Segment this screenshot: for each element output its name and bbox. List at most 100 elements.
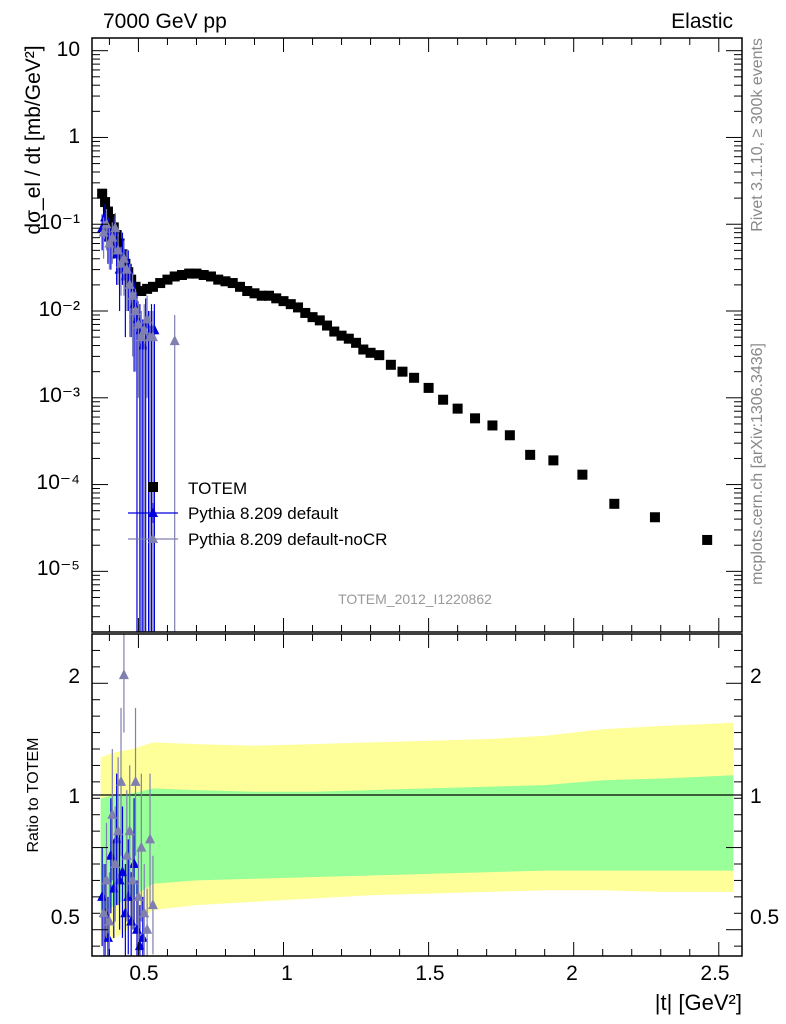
rivet-label: Rivet 3.1.10, ≥ 300k events: [749, 38, 766, 232]
ratio-band-inner: [100, 775, 734, 914]
y-tick-label: 10: [57, 38, 80, 61]
x-tick-label: 2: [566, 962, 578, 985]
data-point-pythia-8-209-default-nocr: [147, 331, 158, 342]
main-y-axis-label: dσ_el / dt [mb/GeV²]: [22, 45, 45, 234]
header-left-label: 7000 GeV pp: [103, 10, 227, 33]
data-point-totem: [220, 276, 231, 287]
data-point-totem: [577, 469, 588, 480]
data-point-totem: [102, 206, 113, 217]
data-point-totem: [409, 372, 420, 383]
data-point-totem: [242, 286, 253, 297]
data-point-totem: [385, 359, 396, 370]
data-point-totem: [365, 347, 376, 358]
data-point-totem: [176, 270, 187, 281]
ratio-y-tick-label-right: 0.5: [750, 906, 779, 929]
ratio-point-pythia-8-209-default-nocr: [104, 915, 115, 926]
main-y-tick-labels: 10 1 10⁻¹ 10⁻² 10⁻³ 10⁻⁴ 10⁻⁵: [37, 38, 80, 580]
ratio-y-tick-label: 1: [68, 785, 80, 808]
ratio-point-pythia-8-209-default-nocr: [118, 669, 129, 680]
data-point-totem: [329, 326, 340, 337]
data-point-totem: [487, 420, 498, 431]
ratio-y-tick-label: 0.5: [51, 906, 80, 929]
ratio-point-pythia-8-209-default: [102, 931, 113, 942]
data-point-totem: [351, 337, 362, 348]
data-point-pythia-8-209-default-nocr: [110, 222, 121, 233]
data-point-totem: [234, 281, 245, 292]
data-point-totem: [142, 283, 153, 294]
ratio-y-tick-label-right: 2: [750, 665, 762, 688]
data-point-totem: [147, 281, 158, 292]
ratio-point-pythia-8-209-default-nocr: [142, 923, 153, 934]
data-point-totem: [397, 366, 408, 377]
ratio-y-tick-labels: 2 1 0.5 2 1 0.5: [51, 665, 779, 929]
data-point-totem: [114, 238, 125, 249]
ratio-plot-data: [97, 634, 158, 956]
data-point-totem: [169, 271, 180, 282]
legend-label-totem: TOTEM: [188, 479, 247, 498]
x-tick-label: 1.5: [415, 962, 444, 985]
data-point-totem: [452, 403, 463, 414]
data-point-totem: [322, 320, 333, 331]
y-tick-label: 10⁻²: [39, 298, 80, 321]
data-point-totem: [155, 278, 166, 289]
x-tick-label: 2.5: [700, 962, 729, 985]
ratio-point-pythia-8-209-default-nocr: [130, 775, 141, 786]
legend-label-pythia-default: Pythia 8.209 default: [188, 504, 339, 523]
ratio-point-pythia-8-209-default-nocr: [127, 874, 138, 885]
ratio-y-axis-label: Ratio to TOTEM: [25, 738, 42, 853]
data-point-totem: [300, 307, 311, 318]
data-point-totem: [130, 281, 141, 292]
legend-marker-pythia-nocr: [148, 533, 158, 543]
data-point-totem: [374, 350, 385, 361]
y-tick-label: 10⁻¹: [39, 211, 80, 234]
mcplots-label: mcplots.cern.ch [arXiv:1306.3436]: [749, 343, 766, 585]
x-tick-label: 1: [281, 962, 293, 985]
x-axis-label: |t| [GeV²]: [655, 990, 742, 1015]
data-point-totem: [423, 382, 434, 393]
legend-marker-totem: [148, 482, 158, 492]
data-point-pythia-8-209-default: [100, 211, 111, 222]
data-point-totem: [184, 268, 195, 279]
data-point-totem: [213, 274, 224, 285]
data-point-pythia-8-209-default-nocr: [169, 335, 180, 346]
data-point-totem: [307, 312, 318, 323]
legend-entry-pythia-nocr: Pythia 8.209 default-noCR: [128, 529, 387, 549]
legend-marker-pythia-default: [148, 507, 158, 517]
data-point-totem: [191, 268, 202, 279]
ratio-point-pythia-8-209-default: [129, 858, 140, 868]
data-point-totem: [162, 274, 173, 285]
main-plot-data: [97, 188, 713, 632]
y-tick-label: 10⁻⁴: [37, 471, 80, 494]
data-point-totem: [205, 271, 216, 282]
data-point-totem: [504, 430, 515, 441]
x-tick-labels: 0.5 1 1.5 2 2.5: [129, 962, 729, 985]
data-point-totem: [609, 498, 620, 509]
data-point-totem: [100, 197, 111, 208]
data-point-totem: [97, 188, 108, 199]
data-point-pythia-8-209-default: [149, 324, 160, 335]
ratio-point-pythia-8-209-default: [137, 931, 148, 942]
data-point-pythia-8-209-default-nocr: [101, 218, 112, 229]
data-point-totem: [314, 315, 325, 326]
data-point-totem: [470, 413, 481, 424]
ratio-point-pythia-8-209-default-nocr: [145, 833, 156, 844]
y-tick-label: 1: [68, 125, 80, 148]
data-point-totem: [343, 333, 354, 344]
legend: TOTEM Pythia 8.209 default Pythia 8.209 …: [128, 479, 387, 549]
data-point-totem: [438, 394, 449, 405]
legend-entry-pythia-default: Pythia 8.209 default: [128, 503, 339, 523]
data-point-totem: [105, 213, 116, 224]
ratio-plot-frame: [91, 633, 743, 957]
ratio-point-pythia-8-209-default-nocr: [147, 899, 158, 910]
axis-ticks: [92, 38, 742, 956]
x-tick-label: 0.5: [129, 962, 158, 985]
y-tick-label: 10⁻⁵: [37, 557, 80, 580]
data-point-totem: [525, 449, 536, 460]
ratio-bands: [100, 722, 734, 947]
data-point-totem: [548, 455, 559, 466]
y-tick-label: 10⁻³: [39, 384, 80, 407]
ratio-point-pythia-8-209-default-nocr: [136, 841, 147, 852]
data-point-totem: [702, 534, 713, 545]
legend-entry-totem: TOTEM: [148, 479, 247, 498]
data-point-totem: [227, 278, 238, 289]
